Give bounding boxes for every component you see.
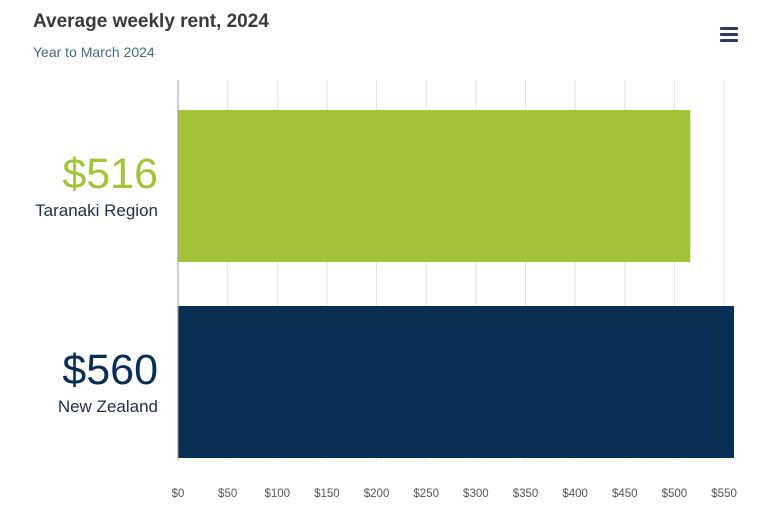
- menu-line: [720, 27, 738, 30]
- bar: [178, 110, 691, 262]
- hamburger-menu-icon[interactable]: [716, 22, 742, 46]
- data-label: $560: [62, 346, 158, 394]
- x-tick-label: $50: [218, 488, 237, 500]
- menu-line: [720, 33, 738, 36]
- chart-title: Average weekly rent, 2024: [33, 11, 269, 32]
- x-tick-label: $350: [513, 488, 539, 500]
- x-tick-label: $400: [562, 488, 588, 500]
- chart-subtitle: Year to March 2024: [33, 44, 155, 60]
- category-label: New Zealand: [58, 397, 158, 416]
- x-tick-label: $100: [264, 488, 290, 500]
- x-tick-label: $550: [711, 488, 737, 500]
- bar: [178, 306, 734, 458]
- x-tick-label: $0: [172, 488, 185, 500]
- x-tick-label: $300: [463, 488, 489, 500]
- menu-line: [720, 39, 738, 42]
- x-tick-label: $150: [314, 488, 340, 500]
- category-label: Taranaki Region: [35, 201, 158, 220]
- data-label: $516: [62, 150, 158, 198]
- x-tick-label: $200: [364, 488, 390, 500]
- x-tick-label: $250: [413, 488, 439, 500]
- x-tick-label: $450: [612, 488, 638, 500]
- x-tick-label: $500: [662, 488, 688, 500]
